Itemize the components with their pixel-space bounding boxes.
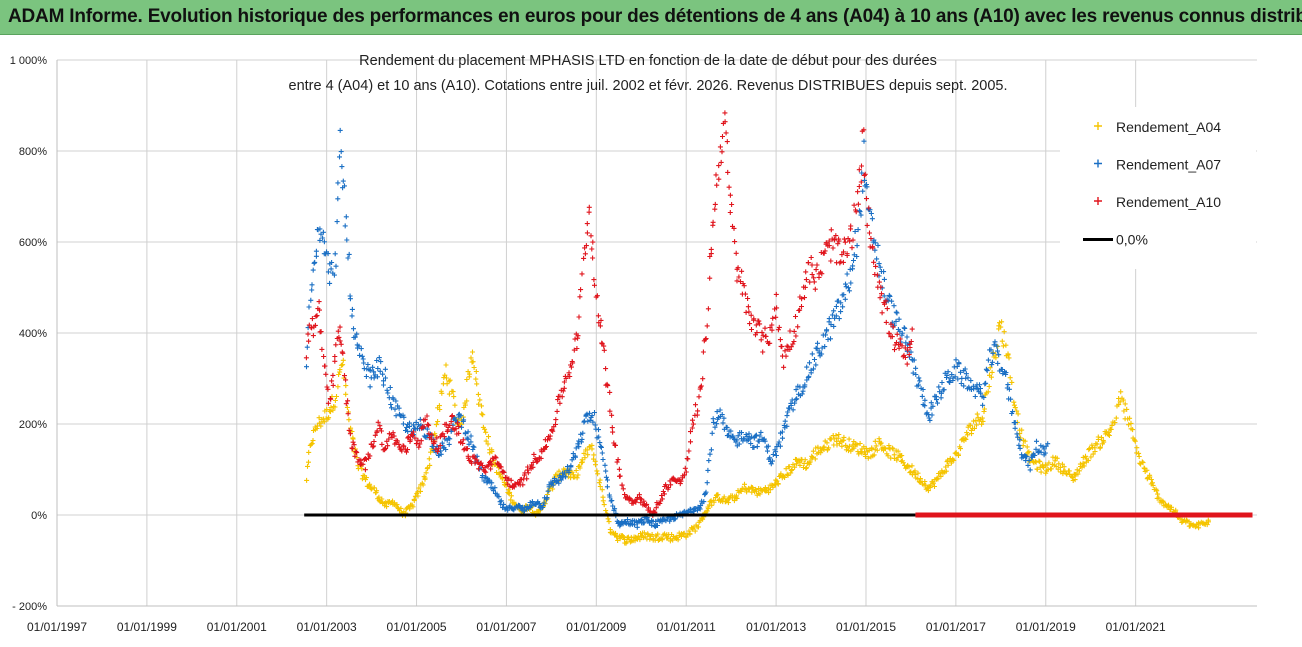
chart-title-line-2: entre 4 (A04) et 10 ans (A10). Cotations… [289,78,1008,94]
y-tick-label: 1 000% [10,55,48,67]
x-tick-label: 01/01/1999 [117,620,177,634]
series-rendement-a10 [303,110,915,518]
x-tick-label: 01/01/2017 [926,620,986,634]
x-tick-label: 01/01/2001 [207,620,267,634]
x-tick-label: 01/01/2021 [1106,620,1166,634]
y-tick-label: 200% [19,419,47,431]
y-tick-label: 400% [19,328,47,340]
x-tick-label: 01/01/2019 [1016,620,1076,634]
x-tick-label: 01/01/1997 [27,620,87,634]
x-axis: 01/01/1997 01/01/1999 01/01/2001 01/01/2003… [27,620,1166,634]
y-tick-label: 0% [31,510,47,522]
x-tick-label: 01/01/2005 [387,620,447,634]
x-tick-label: 01/01/2013 [746,620,806,634]
x-tick-label: 01/01/2009 [566,620,626,634]
chart: Rendement du placement MPHASIS LTD en fo… [0,35,1302,647]
legend-plus-marker [1094,122,1102,130]
series-rendement-a07 [304,127,1051,530]
legend: Rendement_A04 Rendement_A07 Rendement_A10 0… [1060,107,1256,269]
header-bar: ADAM Informe. Evolution historique des p… [0,0,1302,35]
legend-label: Rendement_A10 [1116,194,1221,210]
legend-label: 0,0% [1116,232,1148,248]
series-markers [303,110,915,518]
y-axis: - 200% 0% 200% 400% 600% 800% 1 000% [10,55,48,613]
legend-box [1060,107,1256,269]
x-tick-label: 01/01/2011 [657,620,716,634]
page-title: ADAM Informe. Evolution historique des p… [8,6,1302,27]
chart-marks [303,110,1253,546]
plot-area [56,60,1257,607]
chart-title-line-1: Rendement du placement MPHASIS LTD en fo… [359,53,937,69]
x-tick-label: 01/01/2015 [836,620,896,634]
series-markers [304,127,1051,530]
legend-plus-marker [1094,197,1102,205]
legend-label: Rendement_A04 [1116,119,1221,135]
legend-label: Rendement_A07 [1116,157,1221,173]
legend-plus-marker [1094,159,1102,168]
y-tick-label: - 200% [12,601,47,613]
x-tick-label: 01/01/2003 [297,620,357,634]
y-tick-label: 600% [19,237,47,249]
y-tick-label: 800% [19,146,47,158]
x-tick-label: 01/01/2007 [476,620,536,634]
